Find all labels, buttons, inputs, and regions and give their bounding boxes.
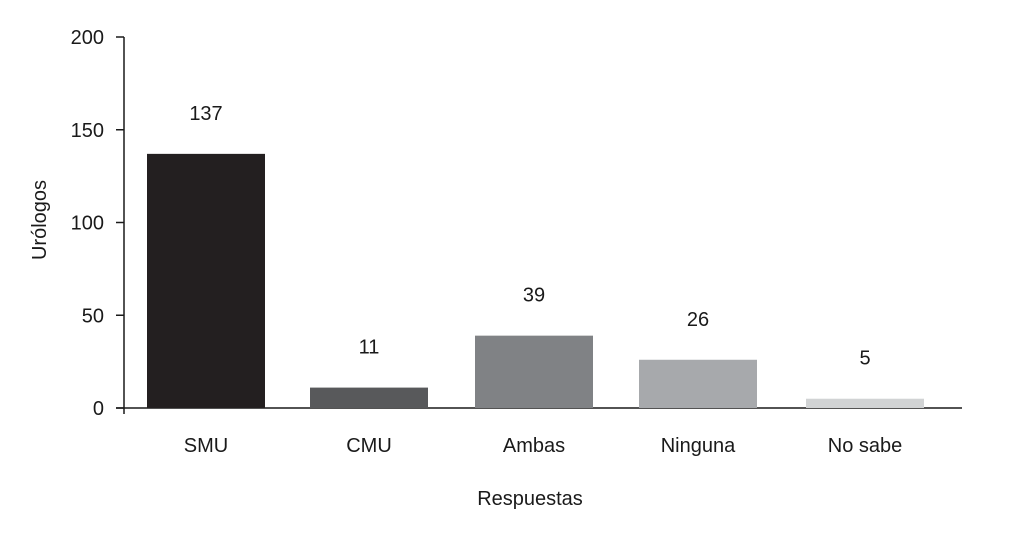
- bar-cmu: [310, 387, 428, 408]
- y-tick-label: 50: [82, 305, 104, 327]
- y-tick-label: 0: [93, 398, 104, 420]
- bar-smu: [147, 153, 265, 408]
- y-tick-label: 200: [71, 27, 104, 49]
- bar-value-label: 26: [687, 309, 709, 331]
- y-tick-label: 100: [71, 213, 104, 235]
- category-labels: SMU CMU Ambas Ninguna No sabe: [184, 435, 902, 457]
- x-tick-label: No sabe: [828, 435, 903, 457]
- x-tick-label: Ambas: [503, 435, 565, 457]
- bar-value-label: 5: [859, 348, 870, 370]
- bar-no-sabe: [806, 398, 924, 408]
- x-axis-label: Respuestas: [477, 488, 583, 510]
- x-tick-label: SMU: [184, 435, 228, 457]
- bars: [147, 153, 924, 408]
- y-tick-label: 150: [71, 120, 104, 142]
- y-axis-label: Urólogos: [29, 180, 51, 260]
- bar-ninguna: [639, 359, 757, 408]
- value-labels: 137 11 39 26 5: [189, 103, 870, 370]
- x-tick-label: CMU: [346, 435, 392, 457]
- bar-value-label: 39: [523, 285, 545, 307]
- bar-ambas: [475, 335, 593, 408]
- x-tick-label: Ninguna: [661, 435, 736, 457]
- y-axis: 0 50 100 150 200: [71, 27, 125, 420]
- bar-value-label: 137: [189, 103, 222, 125]
- bar-value-label: 11: [359, 337, 380, 359]
